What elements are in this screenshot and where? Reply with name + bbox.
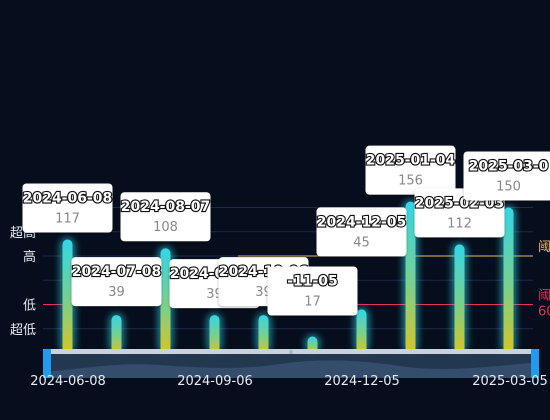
tooltip-box bbox=[463, 151, 550, 201]
tooltip-date: 2024-08-07 bbox=[121, 199, 211, 215]
y-tick-label: 超低 bbox=[10, 323, 36, 338]
tooltip-value: 112 bbox=[447, 216, 472, 231]
bar[interactable] bbox=[258, 315, 269, 353]
tooltip-box bbox=[71, 257, 162, 307]
tooltip-date: 2024-12-05 bbox=[317, 214, 407, 230]
x-tick-label: 2024-06-08 bbox=[30, 374, 106, 389]
tooltip-date: 2024-07-08 bbox=[72, 264, 162, 280]
y-tick-label: 低 bbox=[23, 299, 36, 314]
tooltip-value: 156 bbox=[398, 174, 423, 189]
slider-grip-icon: ⁞⁞ bbox=[289, 349, 293, 356]
tooltips: 2024-06-081172024-07-08392024-08-0710820… bbox=[22, 145, 550, 316]
bar[interactable] bbox=[454, 244, 465, 353]
tooltip-box bbox=[120, 192, 211, 242]
bar[interactable] bbox=[503, 207, 514, 354]
tooltip: -11-05 17 bbox=[267, 266, 358, 316]
x-tick-label: 2024-12-05 bbox=[324, 374, 400, 389]
slider-preview bbox=[43, 360, 539, 378]
tooltip: 2024-07-08 39 bbox=[71, 257, 162, 307]
tooltip-box bbox=[365, 145, 456, 195]
tooltip-value: 39 bbox=[108, 285, 125, 300]
bar[interactable] bbox=[209, 315, 220, 353]
tooltip-value: 45 bbox=[353, 235, 370, 250]
tooltip-box bbox=[316, 207, 407, 257]
bar[interactable] bbox=[356, 309, 367, 353]
x-axis-labels: 2024-06-08 2024-09-06 2024-12-05 2025-03-05 bbox=[30, 374, 548, 389]
tooltip-date: 2024-06-08 bbox=[23, 191, 113, 207]
tooltip-box bbox=[414, 188, 505, 238]
tooltip-box bbox=[22, 183, 113, 233]
bar[interactable] bbox=[160, 248, 171, 353]
tooltip-value: 108 bbox=[153, 220, 178, 235]
slider-handle-left[interactable] bbox=[43, 349, 51, 378]
data-zoom-slider[interactable]: ⁞⁞ bbox=[43, 349, 539, 378]
y-tick-label: 高 bbox=[23, 249, 36, 265]
tooltip-value: 150 bbox=[496, 180, 521, 195]
slider-handle-right[interactable] bbox=[531, 349, 539, 378]
threshold-value-low: 60 bbox=[538, 305, 550, 320]
tooltip-date: -11-05 bbox=[287, 274, 338, 290]
tooltip-value: 117 bbox=[55, 212, 80, 227]
tooltip: 2025-03-0 150 bbox=[463, 151, 550, 201]
tooltip-date: 2025-01-04 bbox=[366, 153, 456, 169]
bar[interactable] bbox=[405, 201, 416, 353]
threshold-label-high: 阈 bbox=[538, 240, 550, 255]
bar[interactable] bbox=[307, 336, 318, 353]
tooltip-value: 17 bbox=[304, 295, 321, 310]
tooltip-box bbox=[267, 266, 358, 316]
slider-top-bar[interactable] bbox=[43, 349, 539, 354]
tooltip: 2024-08-07 108 bbox=[120, 192, 211, 242]
bar[interactable] bbox=[111, 315, 122, 353]
tooltip: 2024-12-05 45 bbox=[316, 207, 407, 257]
tooltip: 2025-01-04 156 bbox=[365, 145, 457, 195]
bar[interactable] bbox=[62, 239, 73, 353]
x-tick-label: 2024-09-06 bbox=[177, 374, 253, 389]
threshold-label-low: 阈 bbox=[538, 289, 550, 304]
x-tick-label: 2025-03-05 bbox=[472, 374, 548, 389]
tooltip: 2024-06-08 117 bbox=[22, 183, 113, 233]
tooltip-date: 2025-03-0 bbox=[469, 159, 549, 175]
